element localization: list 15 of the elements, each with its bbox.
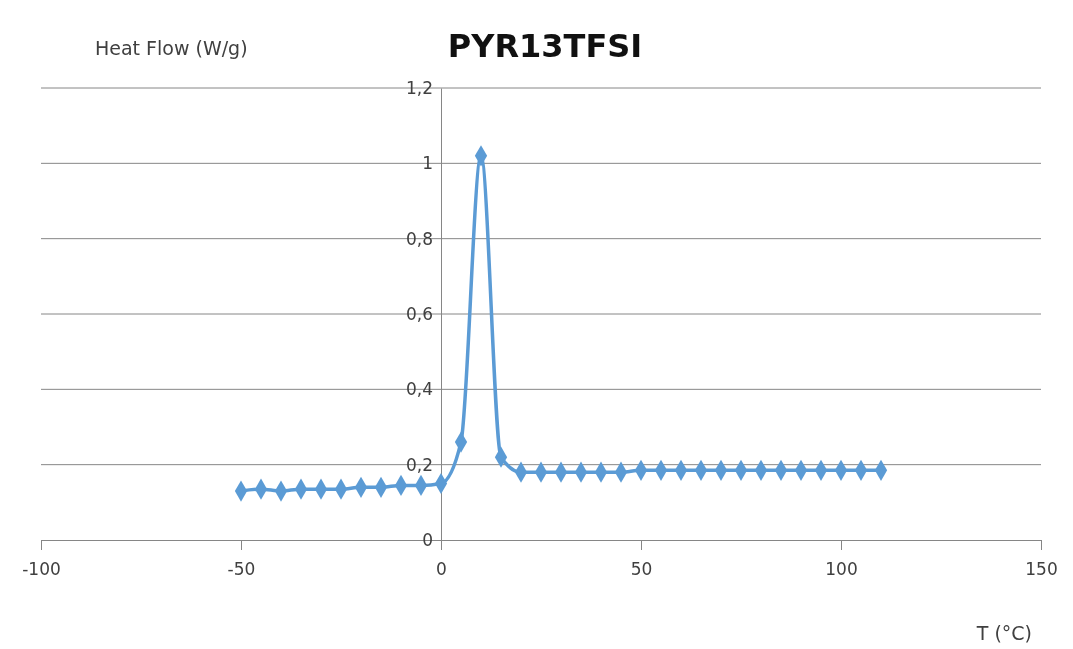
x-tick-label: -50 bbox=[227, 559, 256, 580]
y-tick-label: 1,2 bbox=[405, 77, 433, 98]
y-tick-label: 0,4 bbox=[405, 379, 433, 400]
x-tick-label: 100 bbox=[825, 559, 858, 580]
y-axis-title: Heat Flow (W/g) bbox=[95, 37, 248, 59]
x-tick-label: 0 bbox=[436, 559, 447, 580]
x-tick-label: 150 bbox=[1025, 559, 1058, 580]
x-axis-title: T (°C) bbox=[975, 622, 1032, 644]
x-tick-label: -100 bbox=[22, 559, 61, 580]
y-tick-label: 1 bbox=[422, 153, 433, 174]
x-tick-label: 50 bbox=[630, 559, 653, 580]
y-tick-label: 0,8 bbox=[405, 228, 433, 249]
y-tick-label: 0,6 bbox=[405, 303, 433, 324]
y-tick-label: 0,2 bbox=[405, 454, 433, 475]
chart-title: PYR13TFSI bbox=[447, 27, 643, 65]
